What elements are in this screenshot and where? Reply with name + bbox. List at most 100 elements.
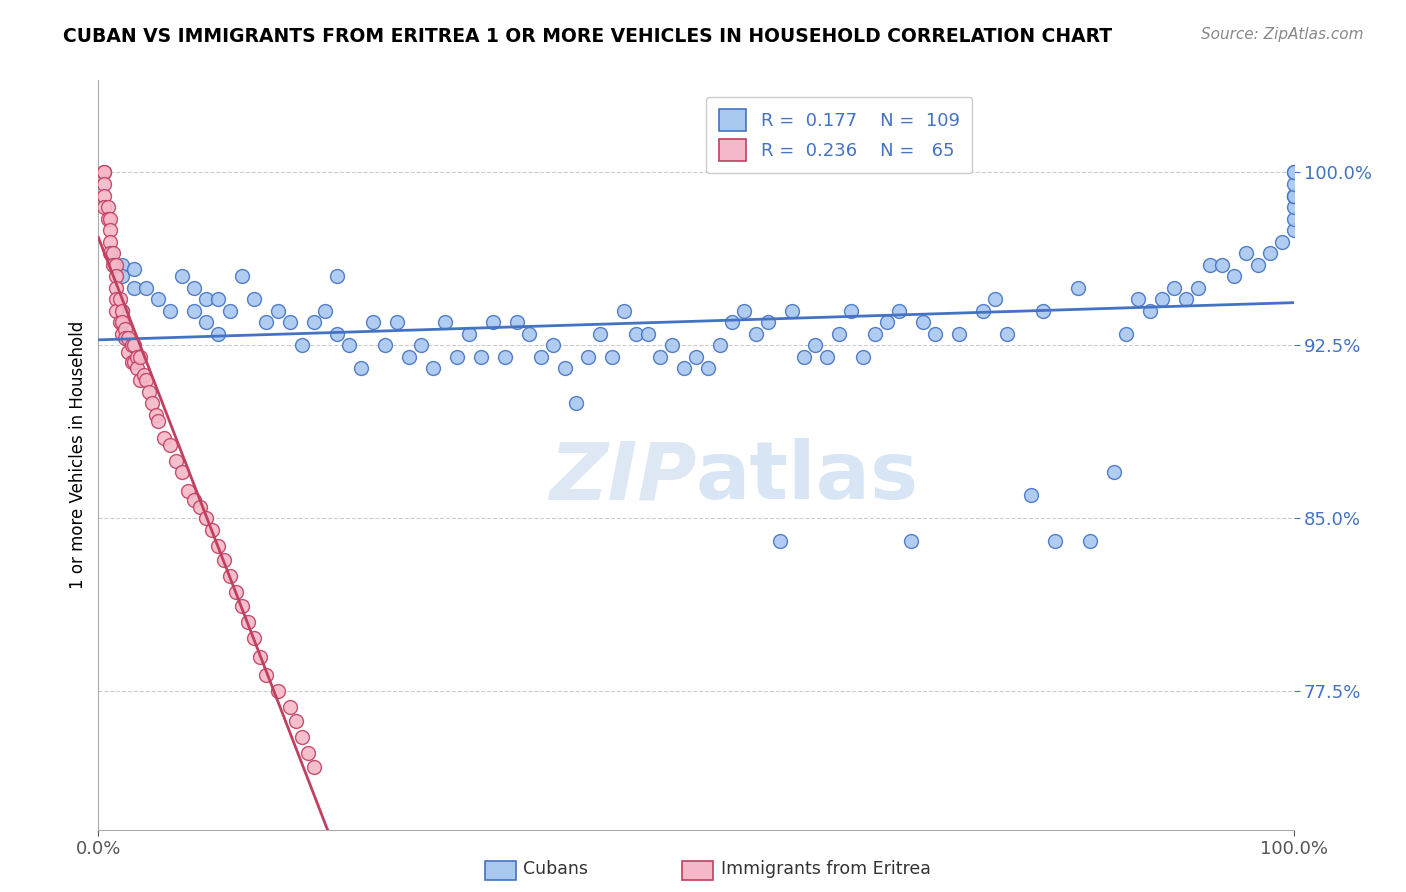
Point <box>159 437 181 451</box>
Point <box>1019 488 1042 502</box>
Point <box>172 465 194 479</box>
Text: CUBAN VS IMMIGRANTS FROM ERITREA 1 OR MORE VEHICLES IN HOUSEHOLD CORRELATION CHA: CUBAN VS IMMIGRANTS FROM ERITREA 1 OR MO… <box>63 27 1112 45</box>
Point <box>125 350 148 364</box>
Point <box>243 293 266 307</box>
Point <box>195 293 218 307</box>
Point <box>1282 188 1305 202</box>
Point <box>1043 534 1066 549</box>
Point <box>236 615 259 629</box>
Point <box>111 269 134 284</box>
Point <box>661 338 683 352</box>
Point <box>398 350 420 364</box>
Point <box>804 338 827 352</box>
Point <box>697 361 720 376</box>
Point <box>231 599 253 613</box>
Point <box>1282 200 1305 214</box>
Point <box>1247 258 1270 272</box>
Point <box>188 500 211 514</box>
Point <box>302 315 325 329</box>
Point <box>924 326 946 341</box>
Point <box>1282 188 1305 202</box>
Y-axis label: 1 or more Vehicles in Household: 1 or more Vehicles in Household <box>69 321 87 589</box>
Point <box>141 396 163 410</box>
Point <box>613 303 636 318</box>
Point <box>108 315 131 329</box>
Point <box>780 303 803 318</box>
Point <box>117 331 139 345</box>
Point <box>132 368 155 383</box>
Text: Source: ZipAtlas.com: Source: ZipAtlas.com <box>1201 27 1364 42</box>
Point <box>506 315 529 329</box>
Point <box>1163 281 1185 295</box>
Point <box>756 315 779 329</box>
Point <box>93 165 115 179</box>
Point <box>114 331 136 345</box>
Point <box>111 315 134 329</box>
Point <box>458 326 481 341</box>
Point <box>578 350 600 364</box>
Point <box>626 326 648 341</box>
Point <box>589 326 612 341</box>
Point <box>434 315 457 329</box>
Point <box>98 211 122 226</box>
Point <box>105 281 128 295</box>
Point <box>291 731 314 745</box>
Legend: R =  0.177    N =  109, R =  0.236    N =   65: R = 0.177 N = 109, R = 0.236 N = 65 <box>706 97 973 173</box>
Point <box>1282 211 1305 226</box>
Point <box>124 281 146 295</box>
Point <box>195 511 218 525</box>
Point <box>828 326 851 341</box>
Point <box>254 668 277 682</box>
Point <box>138 384 160 399</box>
Point <box>124 354 146 368</box>
Point <box>541 338 564 352</box>
Point <box>685 350 707 364</box>
Point <box>111 326 134 341</box>
Point <box>207 539 229 553</box>
Point <box>105 269 128 284</box>
Point <box>172 269 194 284</box>
Point <box>267 684 290 698</box>
Point <box>207 293 229 307</box>
Point <box>114 322 136 336</box>
Point <box>124 262 146 277</box>
Point <box>101 246 124 260</box>
Point <box>278 315 301 329</box>
Point <box>1282 165 1305 179</box>
Point <box>1199 258 1222 272</box>
Point <box>135 373 157 387</box>
Point <box>111 303 134 318</box>
Point <box>165 453 187 467</box>
Point <box>135 281 157 295</box>
Point <box>554 361 576 376</box>
Point <box>284 714 307 729</box>
Point <box>153 431 176 445</box>
Point <box>339 338 361 352</box>
Point <box>159 303 181 318</box>
Point <box>326 326 349 341</box>
Text: Cubans: Cubans <box>523 860 588 878</box>
Point <box>98 235 122 249</box>
Point <box>1152 293 1174 307</box>
Point <box>793 350 815 364</box>
Point <box>889 303 911 318</box>
Point <box>673 361 696 376</box>
Point <box>768 534 790 549</box>
Point <box>98 223 122 237</box>
Point <box>243 631 266 645</box>
Point <box>111 258 134 272</box>
Point <box>1175 293 1198 307</box>
Point <box>948 326 970 341</box>
Point <box>374 338 396 352</box>
Point <box>733 303 755 318</box>
Point <box>350 361 373 376</box>
Point <box>481 315 505 329</box>
Point <box>470 350 492 364</box>
Text: atlas: atlas <box>696 438 920 516</box>
Point <box>145 408 167 422</box>
Point <box>212 553 235 567</box>
Point <box>101 258 124 272</box>
Point <box>1211 258 1233 272</box>
Point <box>326 269 349 284</box>
Point <box>278 700 301 714</box>
